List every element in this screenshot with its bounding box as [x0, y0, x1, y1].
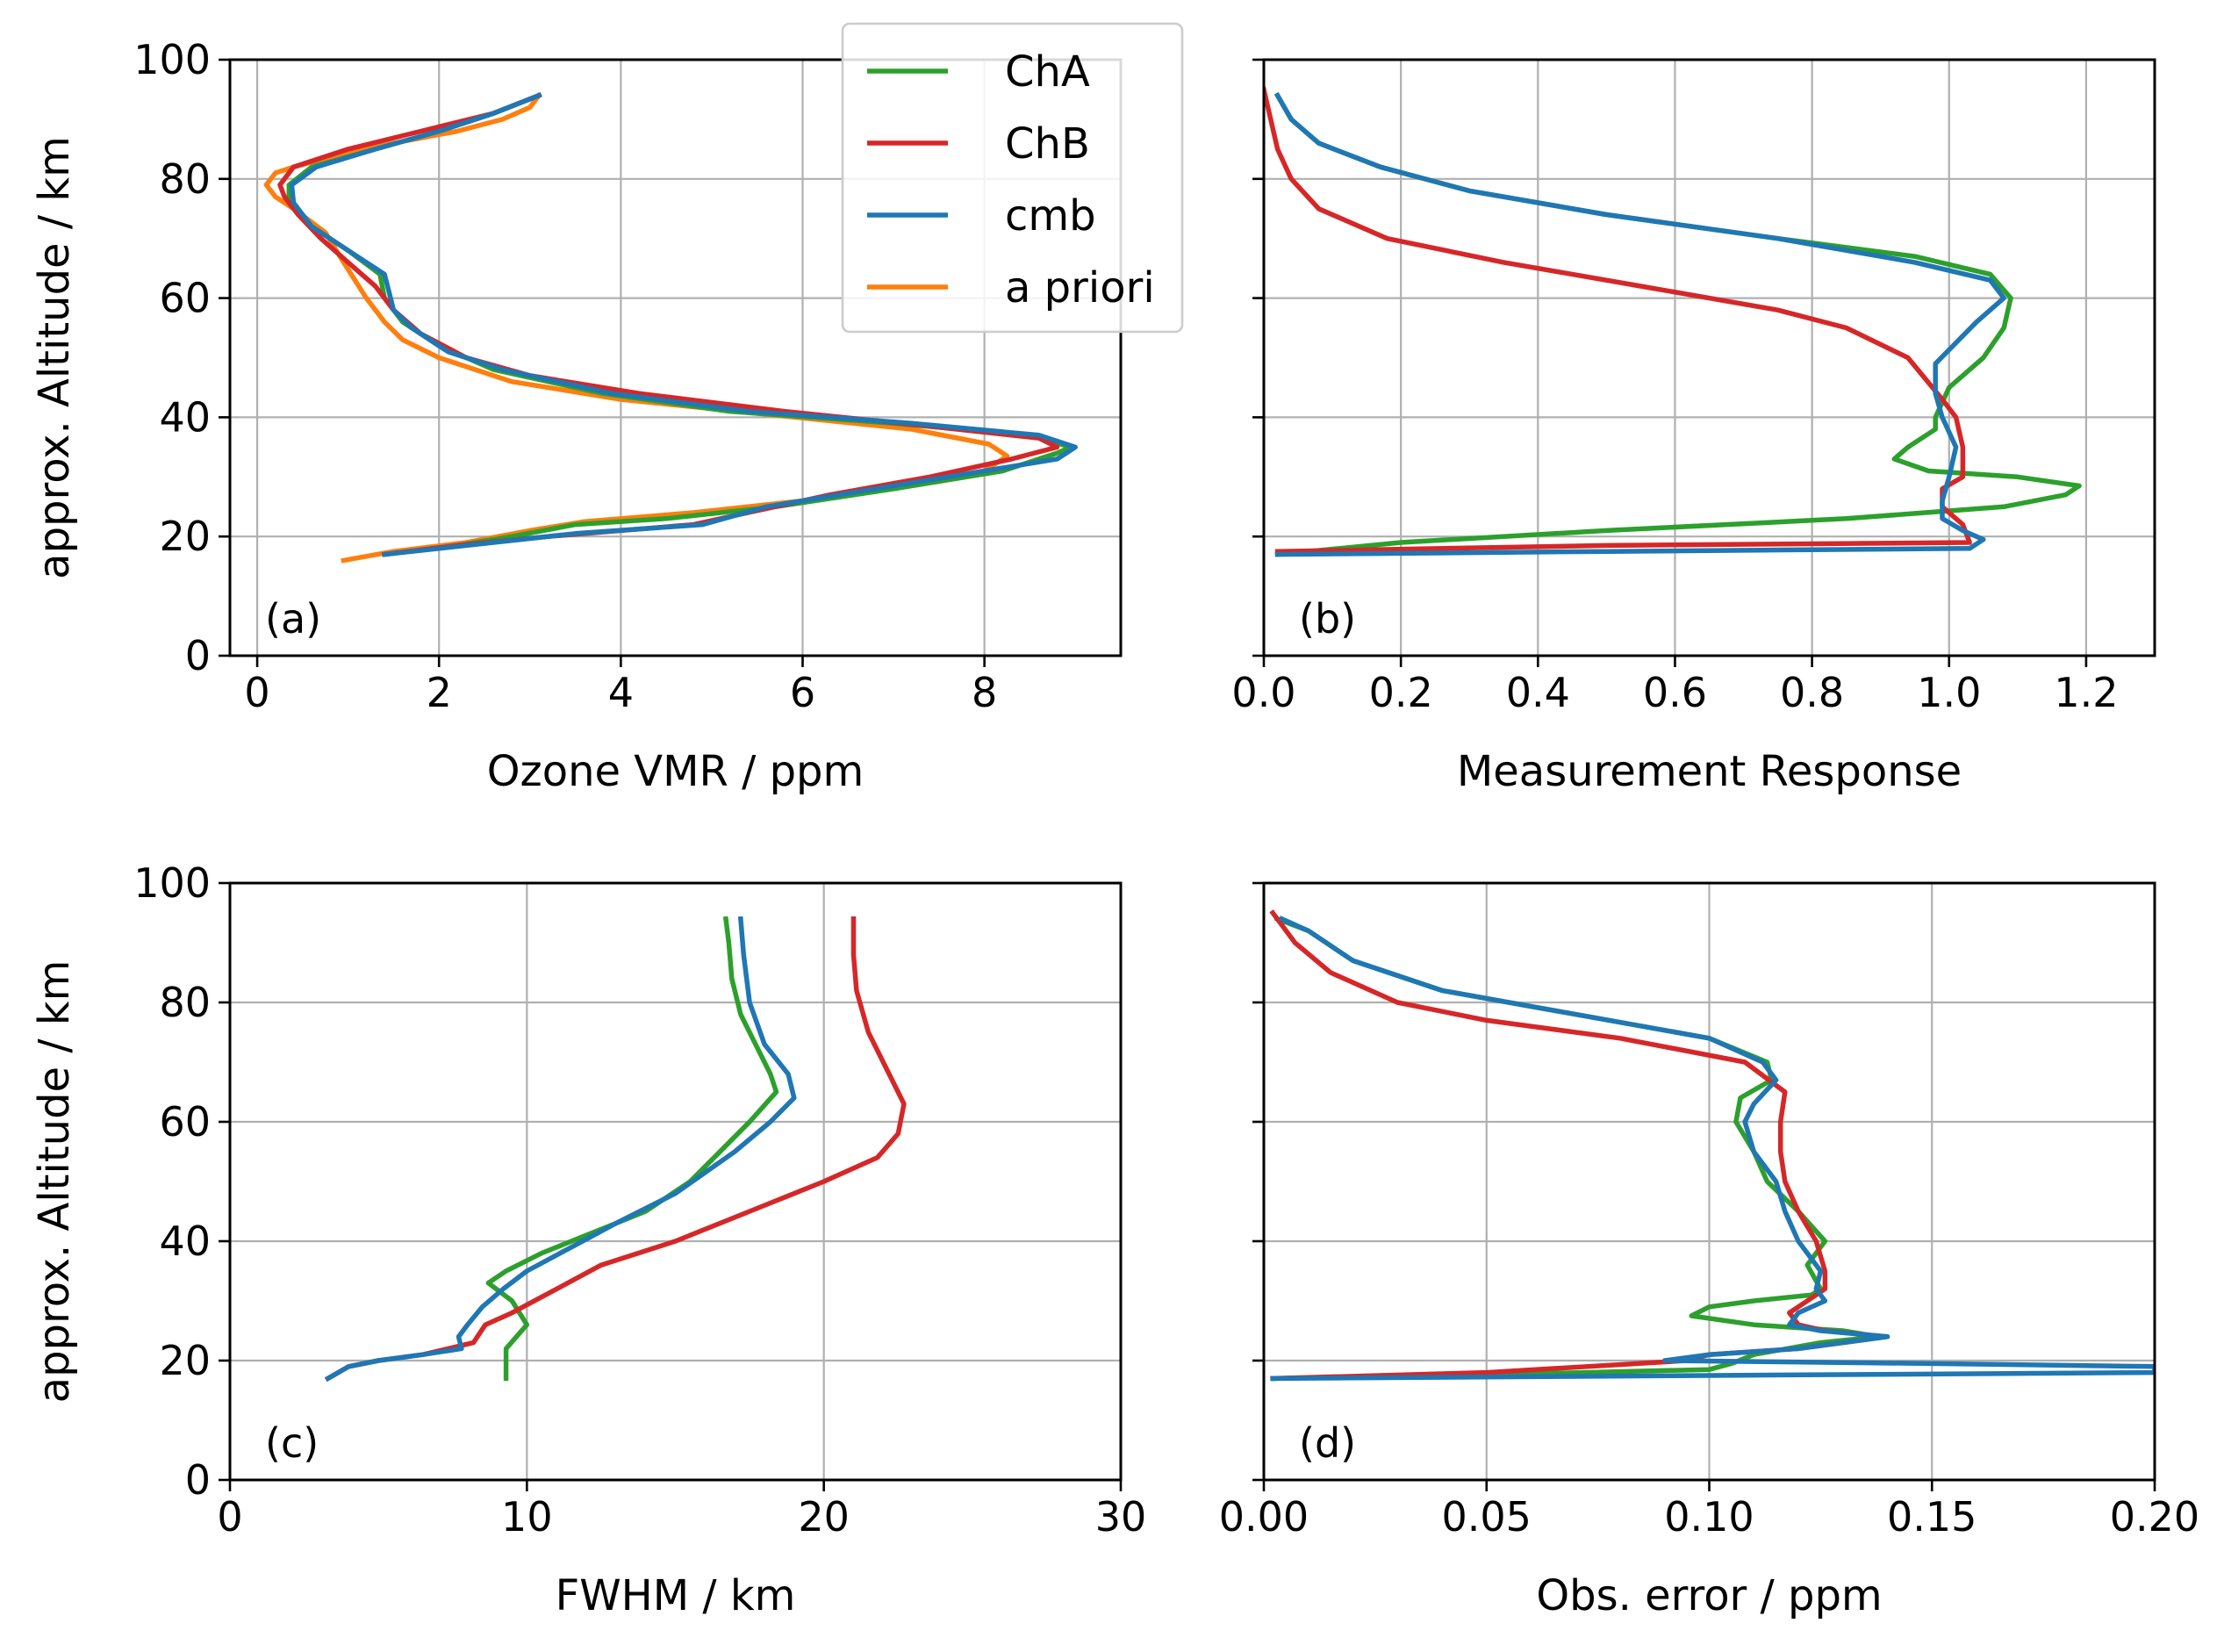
- panel-label: (c): [265, 1419, 319, 1467]
- x-tick-label: 0.0: [1231, 669, 1295, 716]
- legend-label: a priori: [1005, 263, 1155, 312]
- x-tick-label: 6: [790, 669, 815, 716]
- legend: ChA ChB cmb a priori: [841, 22, 1184, 334]
- x-tick-label: 4: [608, 669, 634, 716]
- legend-label: cmb: [1005, 191, 1096, 241]
- x-tick-label: 30: [1095, 1493, 1147, 1541]
- x-tick-label: 0.2: [1369, 669, 1433, 716]
- x-tick-label: 1.2: [2054, 669, 2118, 716]
- x-tick-label: 1.0: [1917, 669, 1981, 716]
- series-line-cmb: [1270, 916, 2155, 1382]
- x-tick-label: 0.05: [1442, 1493, 1532, 1541]
- y-tick-label: 20: [159, 1337, 211, 1384]
- y-axis-label: approx. Altitude / km: [30, 136, 79, 579]
- panel-label: (d): [1299, 1419, 1356, 1467]
- x-tick-label: 2: [427, 669, 452, 716]
- y-tick-label: 0: [185, 1456, 211, 1504]
- y-tick-label: 40: [159, 1217, 211, 1265]
- y-tick-label: 60: [159, 1098, 211, 1146]
- x-tick-label: 0.20: [2110, 1493, 2199, 1541]
- axes-frame: [228, 881, 1123, 1482]
- y-tick-label: 100: [133, 36, 211, 83]
- y-tick-label: 80: [159, 155, 211, 203]
- series-line-cmb: [289, 92, 1078, 557]
- x-axis-label: Obs. error / ppm: [1536, 1571, 1882, 1620]
- legend-label: ChA: [1005, 47, 1090, 97]
- panel-4: 0.00 0.05 0.10 0.15 0.20 Obs. error / ppm (d): [1219, 881, 2199, 1620]
- x-tick-label: 20: [798, 1493, 850, 1541]
- x-tick-label: 0: [244, 669, 269, 716]
- x-tick-label: 0.10: [1664, 1493, 1754, 1541]
- x-axis-label: Ozone VMR / ppm: [487, 747, 864, 796]
- series-line-cmb: [1273, 91, 2006, 557]
- axes-frame: [1262, 58, 2156, 657]
- y-tick-label: 20: [159, 513, 211, 560]
- panel-3: 0 10 20 30 0 20 40 60 80 100 FWHM / km approx. Alti…: [30, 859, 1146, 1620]
- panel-2: 0.0 0.2 0.4 0.6 0.8 1.0 1.2 Measurement Respons…: [1231, 58, 2156, 796]
- series-line-ChB: [1264, 86, 1972, 554]
- x-tick-label: 0: [217, 1493, 242, 1541]
- y-tick-label: 60: [159, 275, 211, 322]
- x-axis-label: Measurement Response: [1457, 747, 1962, 796]
- legend-label: ChB: [1005, 119, 1090, 169]
- x-tick-label: 0.4: [1506, 669, 1570, 716]
- y-tick-label: 80: [159, 979, 211, 1026]
- series-line-ChA: [1273, 91, 2082, 557]
- series-line-ChB: [1269, 909, 1890, 1382]
- x-axis-label: FWHM / km: [556, 1571, 796, 1620]
- y-tick-label: 100: [133, 859, 211, 907]
- y-tick-label: 40: [159, 393, 211, 441]
- y-tick-label: 0: [185, 632, 211, 679]
- x-tick-label: 0.15: [1887, 1493, 1976, 1541]
- x-tick-label: 8: [972, 669, 997, 716]
- panel-label: (a): [265, 595, 321, 643]
- y-axis-label: approx. Altitude / km: [30, 960, 79, 1404]
- series-line-ChA: [485, 916, 779, 1382]
- x-tick-label: 0.6: [1643, 669, 1707, 716]
- axes-frame: [228, 58, 1123, 657]
- x-tick-label: 0.8: [1780, 669, 1844, 716]
- x-tick-label: 0.00: [1219, 1493, 1309, 1541]
- series-line-cmb: [324, 916, 797, 1383]
- x-tick-label: 10: [501, 1493, 553, 1541]
- legend-box: [841, 22, 1184, 334]
- panel-label: (b): [1299, 595, 1356, 643]
- series-line-ChB: [324, 916, 907, 1383]
